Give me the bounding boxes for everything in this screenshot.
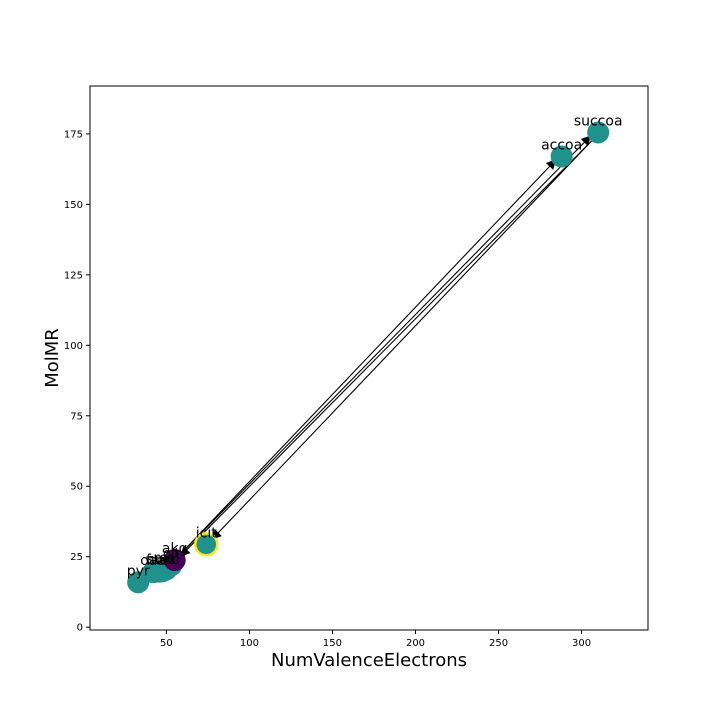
point-label: pyr bbox=[127, 563, 150, 579]
tick-layer: 50 100 150 200 250 300 0 25 50 75 100 125 150 175 bbox=[64, 129, 591, 649]
data-point bbox=[587, 121, 610, 144]
arrow-layer bbox=[174, 135, 592, 561]
y-tick-label: 0 bbox=[77, 623, 83, 634]
y-tick-label: 75 bbox=[70, 411, 83, 422]
y-tick-label: 100 bbox=[64, 341, 83, 352]
point-label: succ bbox=[147, 552, 179, 568]
edge-arrow bbox=[211, 140, 592, 540]
plot-frame bbox=[89, 85, 649, 631]
edge-arrow bbox=[174, 159, 557, 561]
y-tick-label: 150 bbox=[64, 200, 83, 211]
x-tick-label: 300 bbox=[572, 638, 591, 649]
y-tick-label: 50 bbox=[70, 482, 83, 493]
edge-arrow bbox=[174, 135, 592, 561]
y-axis-label: MolMR bbox=[42, 328, 63, 388]
point-layer bbox=[127, 121, 610, 594]
point-label: fum bbox=[146, 553, 173, 569]
y-tick-label: 25 bbox=[70, 552, 83, 563]
data-point bbox=[550, 145, 573, 168]
x-tick-label: 250 bbox=[489, 638, 508, 649]
x-tick-label: 200 bbox=[406, 638, 425, 649]
point-label: icit bbox=[196, 525, 217, 541]
edge-arrow bbox=[179, 140, 592, 557]
point-label: cit bbox=[163, 546, 181, 562]
point-label: akg bbox=[162, 541, 188, 557]
x-tick-label: 50 bbox=[160, 638, 173, 649]
point-label: mal bbox=[153, 550, 179, 566]
x-tick-label: 150 bbox=[323, 638, 342, 649]
x-axis-label: NumValenceElectrons bbox=[271, 650, 467, 671]
point-label: succoa bbox=[574, 114, 623, 130]
data-point bbox=[194, 532, 219, 557]
x-tick-label: 100 bbox=[240, 638, 259, 649]
data-point bbox=[163, 549, 186, 572]
point-label: accoa bbox=[541, 137, 582, 153]
y-tick-label: 175 bbox=[64, 129, 83, 140]
point-label: oaa bbox=[140, 553, 166, 569]
y-tick-label: 125 bbox=[64, 270, 83, 281]
